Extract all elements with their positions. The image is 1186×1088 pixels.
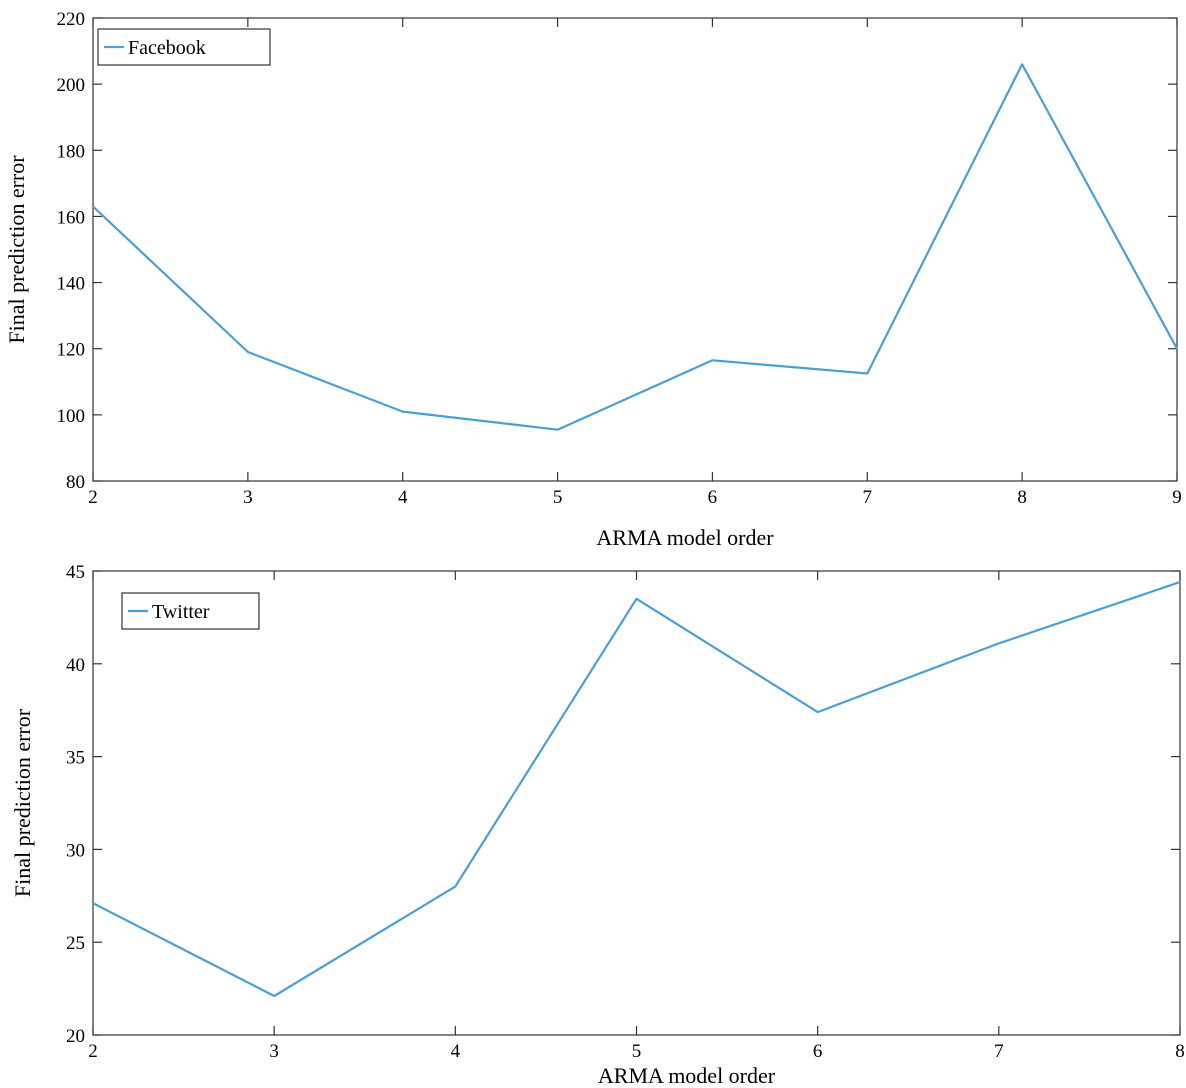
- x-tick-label: 5: [632, 1041, 642, 1062]
- x-tick-label: 4: [451, 1041, 461, 1062]
- x-axis-label: ARMA model order: [598, 1063, 776, 1088]
- plot-frame: [92, 570, 1181, 1036]
- x-tick-label: 7: [863, 487, 873, 508]
- series-line-facebook: [92, 63, 1178, 431]
- plot-frame: [92, 17, 1178, 482]
- y-tick-label: 180: [57, 141, 86, 162]
- x-axis-label: ARMA model order: [596, 525, 774, 550]
- y-tick-label: 25: [66, 933, 85, 954]
- y-tick-label: 160: [57, 207, 86, 228]
- x-tick-label: 3: [269, 1041, 279, 1062]
- x-tick-label: 8: [1175, 1041, 1185, 1062]
- y-tick-label: 120: [57, 340, 86, 361]
- legend-entry: Facebook: [128, 37, 206, 59]
- y-tick-label: 20: [66, 1026, 85, 1047]
- legend-box: [97, 28, 271, 66]
- facebook-plot: 2 3 4 5 6 7 8 9 80 100 120 140 160 180 200 220 ARMA mode…: [4, 9, 1182, 550]
- legend-entry: Twitter: [152, 601, 210, 623]
- x-tick-label: 4: [398, 487, 408, 508]
- x-tick-label: 3: [243, 487, 253, 508]
- y-tick-label: 100: [57, 406, 86, 427]
- y-tick-label: 35: [66, 748, 85, 769]
- y-tick-label: 220: [57, 9, 86, 30]
- x-tick-label: 6: [708, 487, 718, 508]
- x-tick-label: 5: [553, 487, 563, 508]
- x-tick-label: 9: [1172, 487, 1182, 508]
- y-tick-label: 30: [66, 840, 85, 861]
- series-line-twitter: [92, 581, 1181, 998]
- y-tick-label: 200: [57, 75, 86, 96]
- x-tick-label: 2: [88, 487, 98, 508]
- y-axis-label: Final prediction error: [10, 708, 35, 897]
- y-axis-label: Final prediction error: [4, 155, 29, 344]
- y-tick-label: 80: [66, 472, 85, 493]
- x-tick-label: 8: [1017, 487, 1027, 508]
- y-tick-label: 45: [66, 562, 85, 583]
- y-tick-label: 40: [66, 655, 85, 676]
- y-tick-label: 140: [57, 274, 86, 295]
- x-tick-label: 6: [813, 1041, 823, 1062]
- x-tick-label: 7: [994, 1041, 1004, 1062]
- x-tick-label: 2: [88, 1041, 98, 1062]
